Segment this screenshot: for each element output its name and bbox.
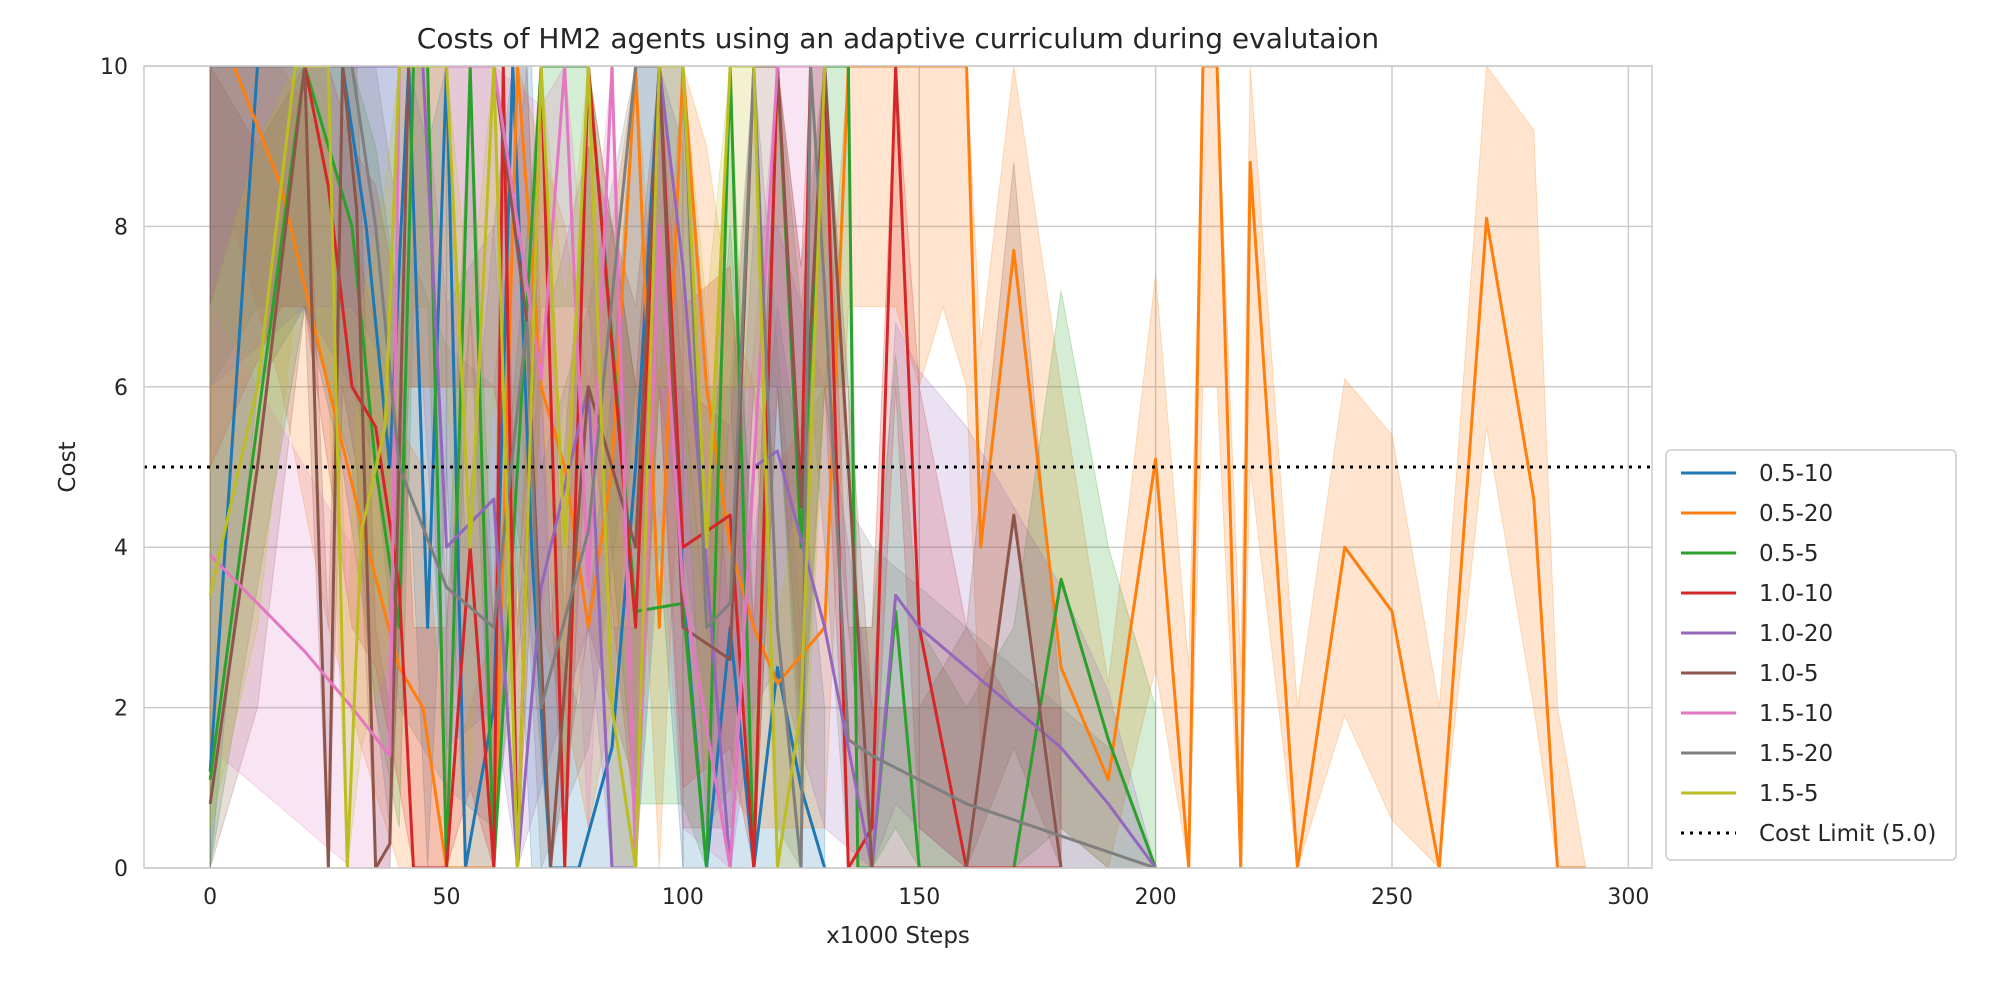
series-line-1.5-5	[208, 66, 827, 868]
x-tick-label: 50	[433, 885, 461, 910]
x-tick-labels: 0 50 100 150 200 250 300	[203, 885, 1649, 910]
y-tick-label: 4	[114, 536, 128, 561]
x-tick-label: 150	[898, 885, 940, 910]
y-tick-label: 8	[114, 215, 128, 240]
legend-label: Cost Limit (5.0)	[1759, 821, 1936, 847]
legend-label: 0.5-10	[1759, 461, 1833, 487]
x-tick-label: 200	[1135, 885, 1177, 910]
legend-label: 1.0-20	[1759, 621, 1833, 647]
band-0.5-5	[209, 66, 1157, 868]
y-tick-labels: 0 2 4 6 8 10	[100, 55, 128, 882]
series-line-1.5-20	[210, 66, 1157, 868]
series-line-1.5-10	[209, 66, 825, 868]
y-tick-label: 0	[114, 857, 128, 882]
series-line-1.0-20	[210, 66, 1157, 868]
series-line-0.5-5	[208, 66, 1158, 868]
x-tick-label: 100	[662, 885, 704, 910]
legend-label: 1.5-5	[1759, 781, 1819, 807]
legend-label: 1.5-10	[1759, 701, 1833, 727]
x-tick-label: 0	[203, 885, 217, 910]
band-1.5-20	[209, 66, 1157, 868]
legend-label: 0.5-20	[1759, 501, 1833, 527]
x-tick-label: 250	[1371, 885, 1413, 910]
x-axis-label: x1000 Steps	[826, 923, 970, 949]
band-1.5-5	[209, 66, 826, 868]
chart-title: Costs of HM2 agents using an adaptive cu…	[417, 22, 1379, 55]
series-lines	[208, 66, 1586, 868]
series-line-1.0-5	[208, 66, 1063, 868]
legend: 0.5-10 0.5-20 0.5-5 1.0-10 1.0-20 1.0-5 1.5-10…	[1665, 449, 1957, 861]
y-tick-label: 6	[114, 376, 128, 401]
confidence-bands	[209, 66, 1587, 868]
legend-label: 0.5-5	[1759, 541, 1819, 567]
band-1.0-20	[209, 66, 1157, 868]
y-tick-label: 2	[114, 697, 128, 722]
legend-label: 1.0-10	[1759, 581, 1833, 607]
y-tick-label: 10	[100, 55, 128, 80]
y-axis-label: Cost	[55, 441, 81, 492]
plot-frame	[143, 65, 1653, 869]
x-tick-label: 300	[1607, 885, 1649, 910]
series-line-0.5-20	[210, 66, 1586, 868]
legend-label: 1.0-5	[1759, 661, 1819, 687]
legend-label: 1.5-20	[1759, 741, 1833, 767]
legend-frame	[1665, 449, 1957, 861]
